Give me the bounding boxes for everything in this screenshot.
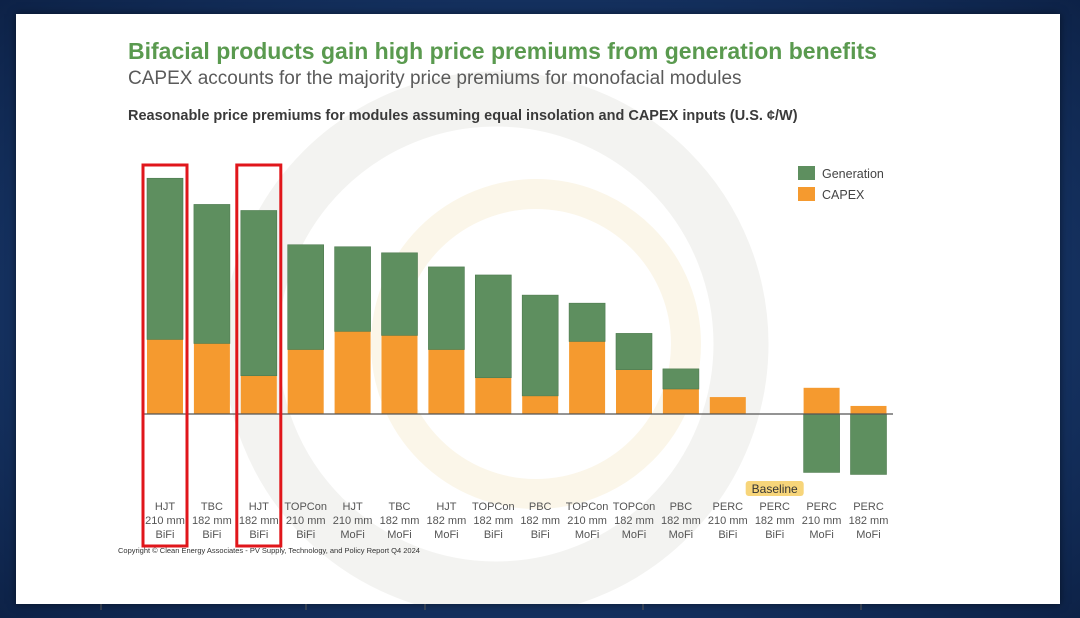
- bar-generation-4: [334, 246, 371, 332]
- legend-swatch-generation: [798, 166, 815, 180]
- category-label-3-0: TOPCon: [284, 501, 327, 513]
- category-label-3-1: 210 mm: [286, 515, 326, 527]
- category-label-0-1: 210 mm: [145, 515, 185, 527]
- bar-generation-2: [240, 210, 278, 377]
- category-label-10-1: 182 mm: [614, 515, 654, 527]
- bar-generation-11: [662, 368, 700, 390]
- category-label-13-2: BiFi: [765, 529, 784, 541]
- chart-title: Reasonable price premiums for modules as…: [128, 108, 798, 124]
- bar-capex-3: [287, 349, 324, 414]
- bar-generation-15: [850, 413, 887, 475]
- category-label-12-2: BiFi: [718, 529, 737, 541]
- bar-capex-15: [850, 405, 887, 414]
- bar-capex-0: [147, 339, 183, 414]
- category-label-1-0: TBC: [201, 501, 223, 513]
- slide-title: Bifacial products gain high price premiu…: [128, 38, 877, 64]
- bar-generation-3: [287, 244, 325, 350]
- bar-capex-11: [662, 389, 699, 414]
- category-label-5-1: 182 mm: [380, 515, 420, 527]
- category-label-9-1: 210 mm: [567, 515, 607, 527]
- slide-subtitle: CAPEX accounts for the majority price pr…: [128, 68, 742, 89]
- category-label-4-1: 210 mm: [333, 515, 373, 527]
- category-label-11-1: 182 mm: [661, 515, 701, 527]
- legend-label-capex: CAPEX: [822, 188, 865, 202]
- bar-capex-2: [240, 375, 277, 414]
- bar-capex-1: [193, 343, 230, 414]
- bar-capex-14: [803, 387, 840, 414]
- category-label-10-0: TOPCon: [613, 501, 656, 513]
- bottom-tick-marks: [100, 604, 862, 610]
- category-label-15-1: 182 mm: [849, 515, 889, 527]
- category-label-8-1: 182 mm: [520, 515, 560, 527]
- category-label-1-2: BiFi: [202, 529, 221, 541]
- category-label-6-0: HJT: [436, 501, 456, 513]
- category-label-14-1: 210 mm: [802, 515, 842, 527]
- baseline-badge: [745, 481, 804, 496]
- category-label-7-0: TOPCon: [472, 501, 515, 513]
- category-label-8-2: BiFi: [531, 529, 550, 541]
- bar-generation-6: [428, 266, 465, 350]
- category-label-7-1: 182 mm: [473, 515, 513, 527]
- category-label-11-2: MoFi: [669, 529, 693, 541]
- category-label-10-2: MoFi: [622, 529, 646, 541]
- bar-capex-4: [334, 331, 371, 414]
- category-label-13-1: 182 mm: [755, 515, 795, 527]
- category-label-6-2: MoFi: [434, 529, 458, 541]
- legend-label-generation: Generation: [822, 167, 884, 181]
- highlight-box-2: [235, 163, 283, 548]
- category-label-9-0: TOPCon: [566, 501, 609, 513]
- category-label-11-0: PBC: [670, 501, 693, 513]
- category-label-7-2: BiFi: [484, 529, 503, 541]
- baseline-label: Baseline: [752, 482, 798, 496]
- bar-capex-9: [569, 341, 606, 414]
- category-label-2-2: BiFi: [249, 529, 268, 541]
- bar-capex-12: [709, 397, 746, 414]
- category-label-14-2: MoFi: [809, 529, 833, 541]
- category-label-0-2: BiFi: [156, 529, 175, 541]
- category-label-15-0: PERC: [853, 501, 884, 513]
- legend-swatch-capex: [798, 187, 815, 201]
- category-label-3-2: BiFi: [296, 529, 315, 541]
- category-label-5-2: MoFi: [387, 529, 411, 541]
- category-label-15-2: MoFi: [856, 529, 880, 541]
- category-label-12-1: 210 mm: [708, 515, 748, 527]
- category-label-5-0: TBC: [389, 501, 411, 513]
- bar-generation-10: [615, 333, 653, 370]
- bar-generation-0: [146, 177, 184, 340]
- bar-capex-7: [475, 377, 512, 414]
- bar-generation-5: [381, 252, 418, 336]
- category-label-4-0: HJT: [343, 501, 363, 513]
- category-label-4-2: MoFi: [340, 529, 364, 541]
- category-label-0-0: HJT: [155, 501, 175, 513]
- bar-capex-5: [381, 335, 418, 414]
- bar-generation-9: [568, 302, 606, 342]
- category-label-8-0: PBC: [529, 501, 552, 513]
- highlight-box-0: [141, 163, 189, 548]
- bar-generation-7: [474, 274, 512, 379]
- category-label-1-1: 182 mm: [192, 515, 232, 527]
- category-label-12-0: PERC: [713, 501, 744, 513]
- copyright-text: Copyright © Clean Energy Associates - PV…: [118, 546, 420, 555]
- bar-capex-8: [522, 395, 559, 414]
- bar-generation-8: [521, 294, 559, 397]
- category-label-2-1: 182 mm: [239, 515, 279, 527]
- bar-generation-1: [193, 204, 231, 344]
- bar-generation-14: [803, 413, 840, 473]
- category-label-6-1: 182 mm: [427, 515, 467, 527]
- category-label-2-0: HJT: [249, 501, 269, 513]
- category-label-9-2: MoFi: [575, 529, 599, 541]
- bar-capex-6: [428, 349, 465, 414]
- category-label-14-0: PERC: [806, 501, 837, 513]
- bar-capex-10: [616, 369, 652, 414]
- category-label-13-0: PERC: [759, 501, 790, 513]
